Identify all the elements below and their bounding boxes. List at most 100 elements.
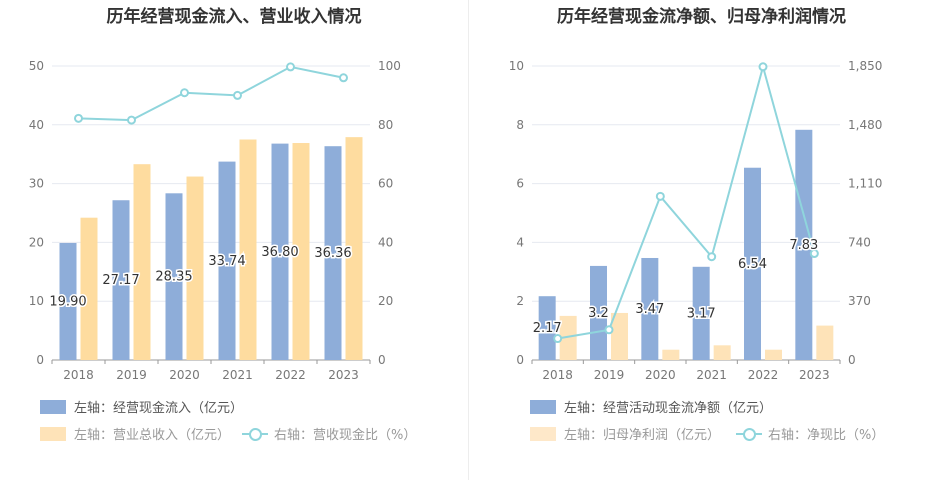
bar [713, 345, 731, 360]
y-left-tick-label: 10 [509, 59, 524, 73]
bar-data-label: 36.36 [314, 246, 351, 261]
legend-item-series-3[interactable]: 右轴：营收现金比（%） [242, 424, 416, 443]
legend-swatch [530, 399, 556, 414]
line-point [339, 73, 348, 83]
bar [662, 349, 680, 360]
x-tick-label: 2022 [748, 368, 779, 382]
bar [112, 200, 130, 360]
bar-data-label: 36.80 [261, 245, 298, 260]
y-left-tick-label: 10 [29, 294, 44, 308]
x-tick-label: 2023 [799, 368, 830, 382]
line-point [655, 191, 665, 201]
chart-legend: 左轴：经营活动现金流净额（亿元） 左轴：归母净利润（亿元） 右轴：净现比（%） [468, 0, 935, 480]
bar [692, 266, 710, 360]
y-left-tick-label: 6 [516, 177, 524, 191]
bar [239, 139, 257, 360]
x-tick-label: 2022 [275, 368, 306, 382]
x-tick-label: 2020 [645, 368, 676, 382]
line-point [233, 90, 242, 100]
bar [611, 312, 628, 360]
line-point [127, 115, 136, 125]
bar-data-label: 7.83 [789, 238, 818, 253]
y-right-tick-label: 1,850 [848, 59, 882, 73]
legend-item-series-1[interactable]: 左轴：经营活动现金流净额（亿元） [530, 397, 772, 416]
line-series [78, 65, 344, 122]
bar-data-label: 3.47 [635, 302, 664, 317]
line-series [557, 62, 816, 340]
y-right-tick-label: 0 [848, 353, 856, 367]
bar [324, 146, 342, 360]
legend-label: 左轴：归母净利润（亿元） [564, 428, 721, 443]
line-point [553, 334, 563, 344]
bar-data-label: 19.90 [49, 294, 86, 309]
legend-label: 左轴：经营活动现金流净额（亿元） [564, 401, 773, 416]
cash-inflow-revenue-panel: 历年经营现金流入、营业收入情况 0 10 20 30 40 50 0 20 40 60 80 100 2… [29, 7, 417, 443]
y-left-tick-label: 8 [516, 118, 524, 132]
x-tick-label: 2021 [222, 368, 253, 382]
y-left-tick-label: 30 [29, 177, 44, 191]
bar [816, 325, 834, 360]
cash-inflow-revenue-chart: 0 10 20 30 40 50 0 20 40 60 80 100 2018 2019 2020 2021 2… [29, 59, 401, 382]
bar [186, 176, 204, 360]
legend-item-series-2[interactable]: 左轴：营业总收入（亿元） [40, 424, 230, 443]
legend-item-series-2[interactable]: 左轴：归母净利润（亿元） [530, 424, 720, 443]
bar [345, 137, 363, 360]
x-tick-label: 2019 [116, 368, 147, 382]
line-point [74, 113, 83, 123]
bar [165, 193, 183, 360]
y-left-tick-label: 40 [29, 118, 44, 132]
line-point [604, 325, 614, 335]
bar [292, 143, 310, 360]
bar [641, 257, 659, 360]
chart-title: 历年经营现金流净额、归母净利润情况 [557, 7, 846, 27]
x-tick-label: 2018 [542, 368, 573, 382]
legend-label: 左轴：经营现金流入（亿元） [74, 401, 244, 416]
x-tick-label: 2019 [594, 368, 625, 382]
legend-label: 右轴：营收现金比（%） [274, 428, 417, 443]
bar [538, 296, 556, 360]
chart-title: 历年经营现金流入、营业收入情况 [106, 7, 362, 27]
x-tick-label: 2020 [169, 368, 200, 382]
x-tick-label: 2023 [328, 368, 359, 382]
legend-line-swatch [736, 427, 762, 441]
y-right-tick-label: 20 [378, 294, 393, 308]
y-right-tick-label: 80 [378, 118, 393, 132]
bar [218, 161, 236, 360]
bar [80, 217, 98, 360]
legend-item-series-1[interactable]: 左轴：经营现金流入（亿元） [40, 397, 243, 416]
bar-data-label: 3.17 [687, 306, 716, 321]
bar-data-label: 3.2 [588, 306, 609, 321]
y-left-tick-label: 0 [36, 353, 44, 367]
bar-data-label: 28.35 [155, 270, 192, 285]
bar [133, 164, 151, 360]
bar [559, 315, 577, 360]
bar-data-label: 2.17 [533, 321, 562, 336]
x-tick-label: 2021 [696, 368, 727, 382]
bar [59, 242, 77, 360]
line-point [286, 62, 295, 72]
y-left-tick-label: 50 [29, 59, 44, 73]
y-left-tick-label: 0 [516, 353, 524, 367]
legend-swatch [40, 426, 66, 441]
chart-legend: 左轴：经营现金流入（亿元） 左轴：营业总收入（亿元） 右轴：营收现金比（%） [40, 397, 416, 443]
legend-swatch [40, 399, 66, 414]
legend-line-swatch [242, 427, 268, 441]
y-left-tick-label: 4 [516, 235, 524, 249]
y-right-tick-label: 100 [378, 59, 401, 73]
y-right-tick-label: 60 [378, 177, 393, 191]
legend-item-series-3[interactable]: 右轴：净现比（%） [736, 424, 884, 443]
y-right-tick-label: 370 [848, 294, 871, 308]
bar [765, 349, 782, 360]
x-tick-label: 2018 [63, 368, 94, 382]
line-point [180, 88, 189, 98]
panel-divider [468, 0, 469, 480]
y-right-tick-label: 40 [378, 235, 393, 249]
bar-data-label: 27.17 [102, 273, 139, 288]
legend-label: 左轴：营业总收入（亿元） [74, 428, 231, 443]
y-right-tick-label: 0 [378, 353, 386, 367]
line-point [707, 252, 717, 262]
legend-swatch [530, 426, 556, 441]
bar-data-label: 33.74 [208, 254, 245, 269]
y-left-tick-label: 2 [516, 294, 524, 308]
net-cash-profit-panel: 历年经营现金流净额、归母净利润情况 0 2 4 6 8 10 0 370 740 1,110 1,4… [468, 0, 935, 480]
